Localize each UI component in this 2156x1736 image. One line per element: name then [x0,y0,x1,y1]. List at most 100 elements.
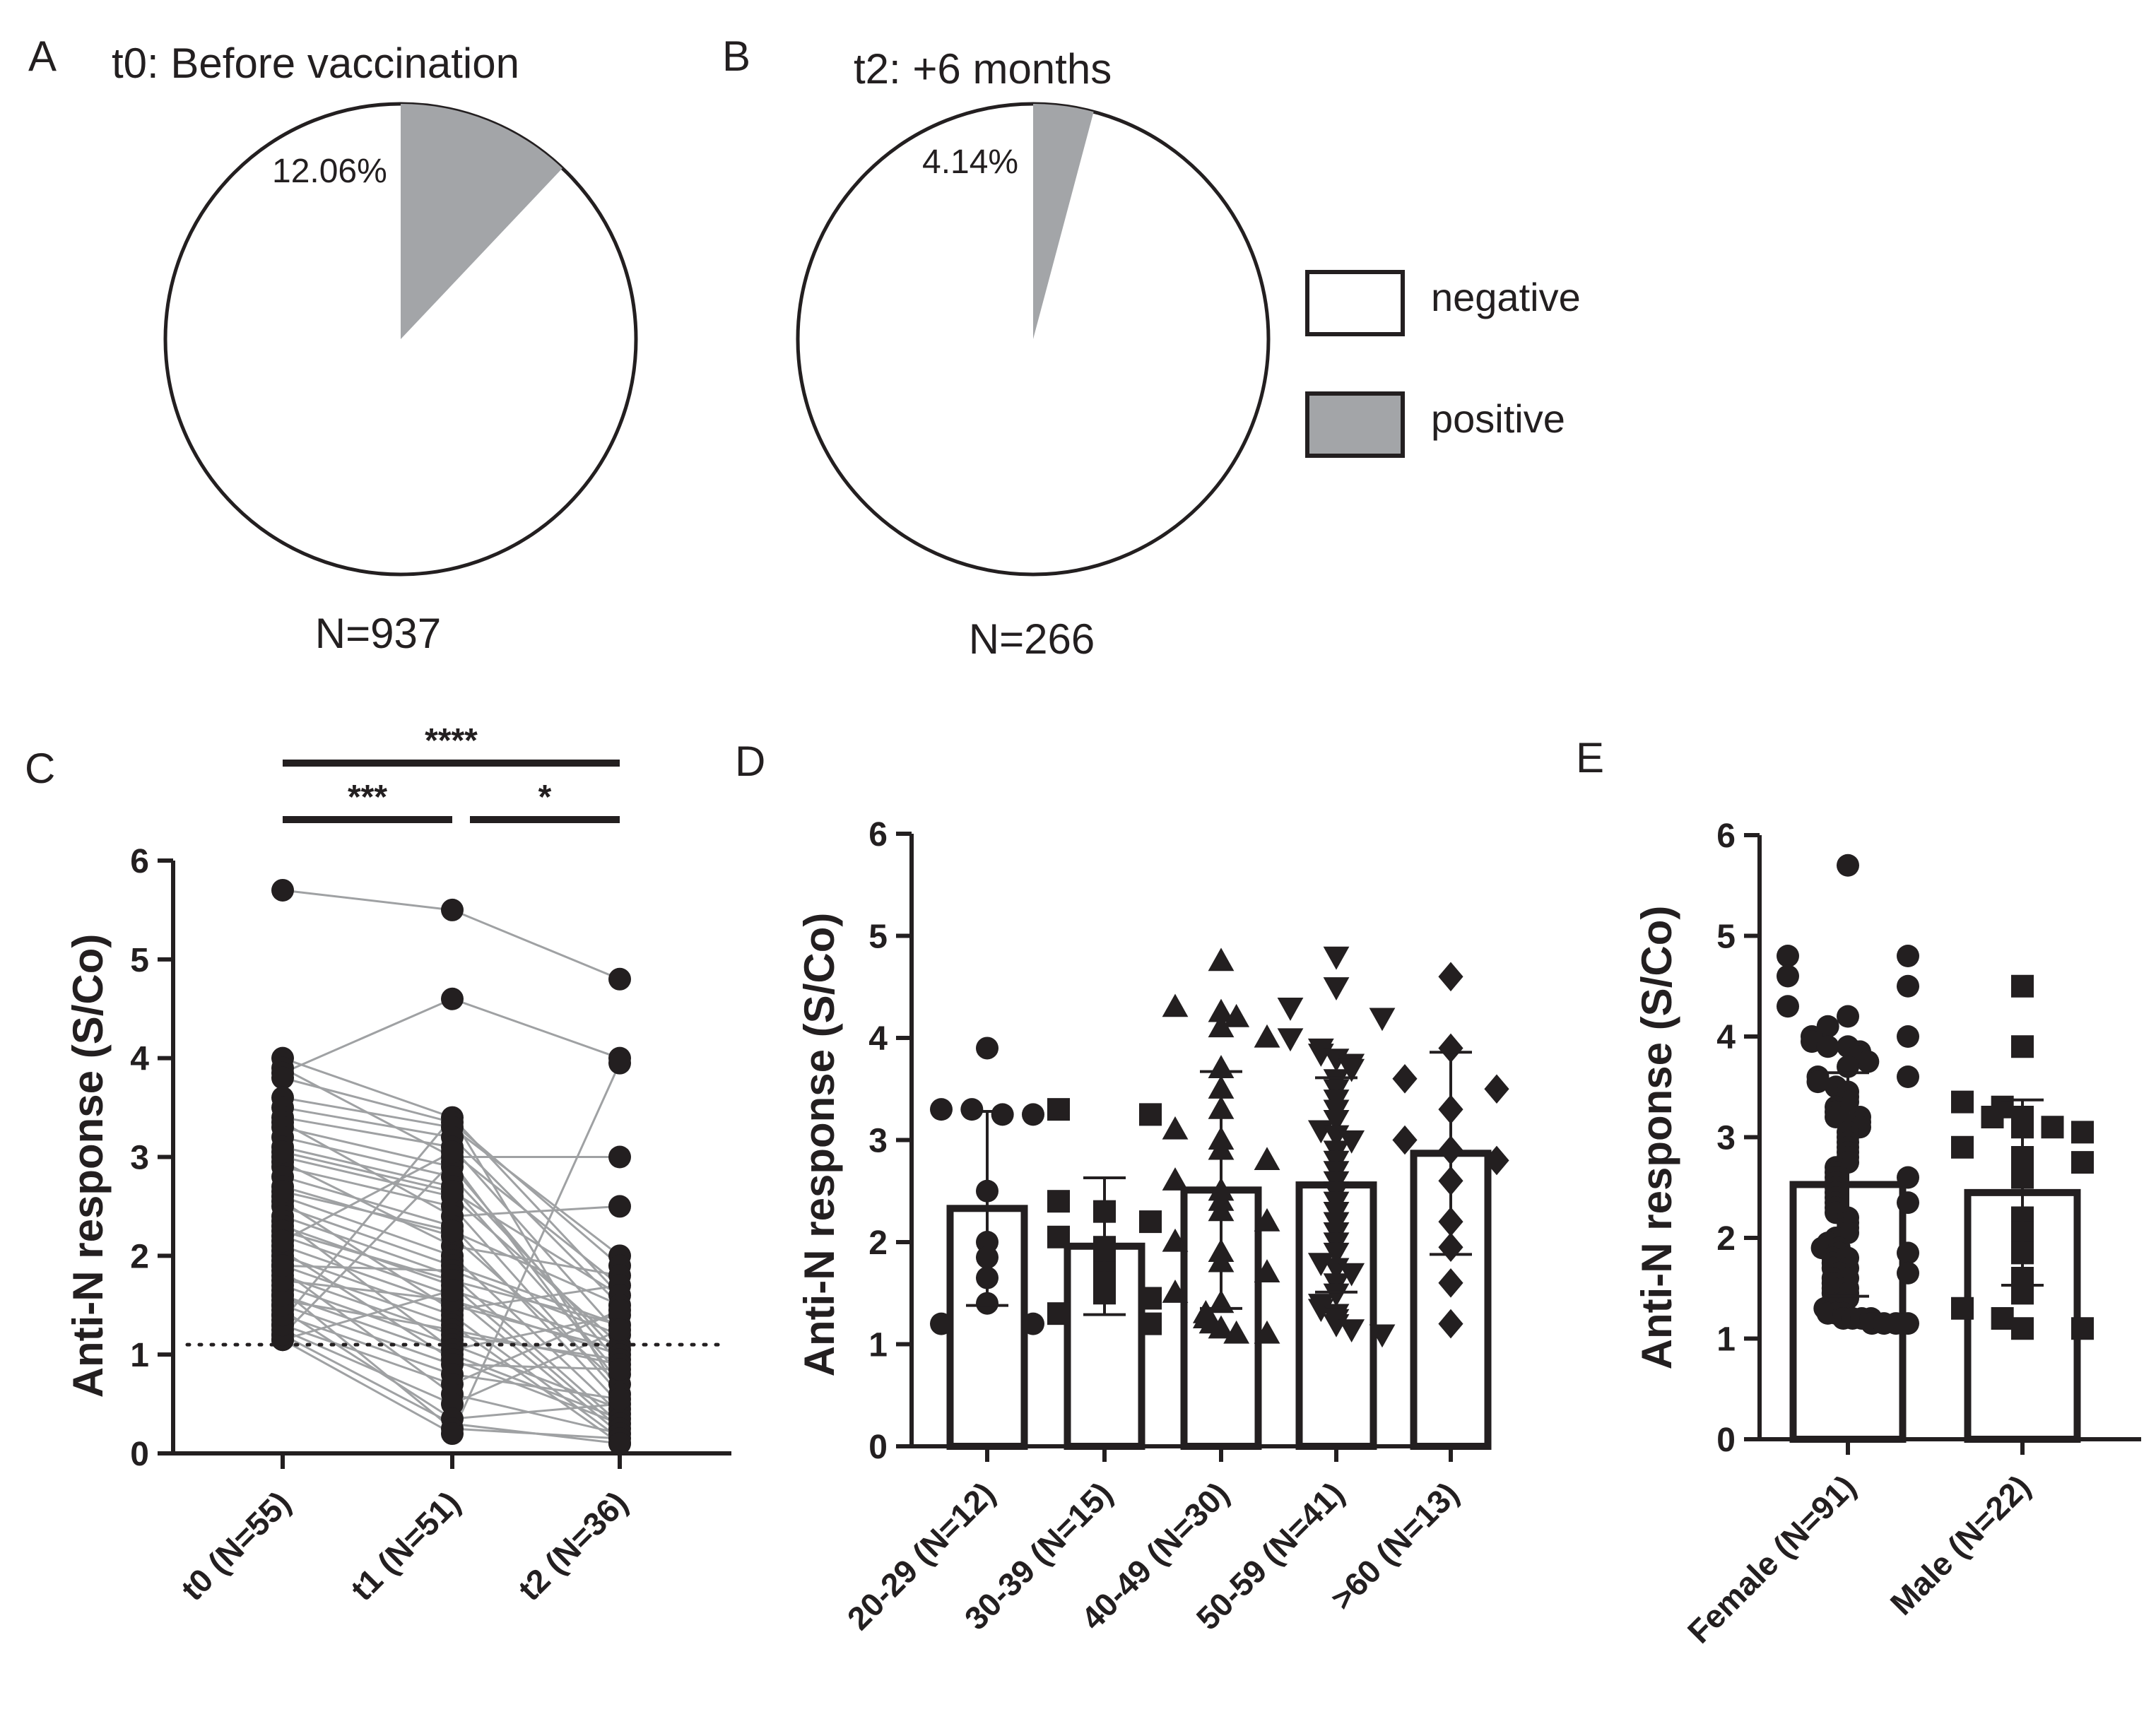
data-point [2011,1035,2034,1058]
data-point [1438,1033,1463,1063]
data-point [1392,1125,1418,1155]
data-point [1338,1263,1365,1287]
data-point [1139,1312,1162,1335]
data-point [608,1388,631,1411]
data-point [608,1432,631,1455]
data-point [1369,1324,1396,1348]
data-point [1162,993,1189,1017]
data-point [1484,1074,1509,1104]
data-point [271,1180,294,1203]
data-point [441,1220,464,1243]
y-tick-label: 5 [868,919,888,956]
significance-label: *** [348,779,387,816]
data-point [2041,1116,2064,1139]
data-point [1047,1190,1070,1213]
data-point [271,1254,294,1277]
data-point [1438,1309,1463,1339]
data-point [1254,1147,1280,1170]
pie-chart-a: t0: Before vaccination 12.06% N=937 [112,40,638,657]
panel-letter-b: B [722,33,750,80]
data-point [1837,854,1859,877]
data-point [1951,1135,1974,1159]
pie-b-percent-label: 4.14% [922,143,1018,181]
data-point [1897,1191,1919,1215]
data-point [441,1422,464,1446]
data-point [1981,1106,2004,1128]
data-point [441,898,464,921]
data-point [1392,1064,1418,1094]
data-point [2071,1121,2094,1144]
data-point [930,1312,953,1335]
data-point [1338,1130,1365,1154]
data-point [1208,947,1235,972]
y-tick-label: 0 [130,1436,149,1473]
data-point [608,1051,631,1075]
y-tick-label: 6 [868,816,888,854]
data-point [1208,998,1235,1022]
data-point [1139,1210,1162,1234]
data-point [976,1037,999,1060]
data-point [441,1140,464,1164]
data-point [1254,1207,1280,1232]
data-point [1856,1050,1880,1073]
bar-chart-e: 0 1 2 3 4 5 6 Anti-N response (S/Co) Female (N=9… [1633,817,2141,1651]
y-tick-label: 1 [130,1337,149,1374]
data-point [1777,964,1799,988]
legend-label-positive: positive [1431,396,1565,441]
panel-letter-c: C [25,745,55,792]
y-tick-label: 4 [130,1041,149,1078]
data-point [1323,977,1350,1000]
data-point [1991,1307,2014,1330]
data-point [1208,1315,1235,1339]
data-point [1897,1166,1919,1189]
data-point [1897,1261,1919,1285]
data-point [441,987,464,1010]
y-tick-label: 4 [1716,1019,1736,1056]
x-tick-label: t0 (N=55) [174,1484,298,1607]
data-point [2071,1317,2094,1340]
data-point [1897,1065,1919,1088]
pie-b-slice-positive [1033,104,1094,339]
legend-label-negative: negative [1431,275,1581,319]
y-axis-label: Anti-N response (S/Co) [64,934,112,1398]
data-point [1369,1008,1396,1032]
data-point [1837,1005,1859,1028]
data-point [608,1358,631,1381]
data-point [1047,1302,1070,1325]
y-tick-label: 1 [868,1327,888,1364]
data-point [1484,1145,1509,1176]
data-point [1162,1228,1189,1252]
y-axis-label: Anti-N response (S/Co) [796,913,843,1377]
y-tick-label: 3 [130,1140,149,1177]
legend-swatch-positive [1305,391,1405,458]
panel-letter-a: A [28,33,57,80]
x-tick-label: Female (N=91) [1680,1468,1863,1650]
data-point [441,1180,464,1203]
data-point [608,1145,631,1169]
y-tick-label: 0 [868,1429,888,1466]
y-tick-label: 2 [868,1224,888,1262]
data-point [1047,1098,1070,1121]
y-tick-label: 1 [1716,1321,1736,1359]
legend-swatch-negative [1305,270,1405,336]
data-point [1897,974,1919,998]
data-point [1323,946,1350,970]
data-point [1816,1035,1839,1058]
significance-label: **** [425,722,478,760]
pie-chart-b: t2: +6 months 4.14% N=266 [796,45,1271,663]
data-point [1277,998,1304,1021]
data-point [1897,1312,1919,1335]
data-point [1254,1320,1280,1344]
data-point [1022,1312,1044,1335]
data-point [1277,1028,1304,1052]
x-tick-label: t1 (N=51) [343,1484,467,1607]
pie-a-slice-positive [401,104,562,339]
data-point [608,1195,631,1218]
data-point [441,1279,464,1302]
data-point [2011,1317,2034,1340]
y-tick-label: 0 [1716,1422,1736,1459]
significance-label: * [538,779,552,816]
data-point [608,1299,631,1322]
data-point [1438,1268,1463,1298]
